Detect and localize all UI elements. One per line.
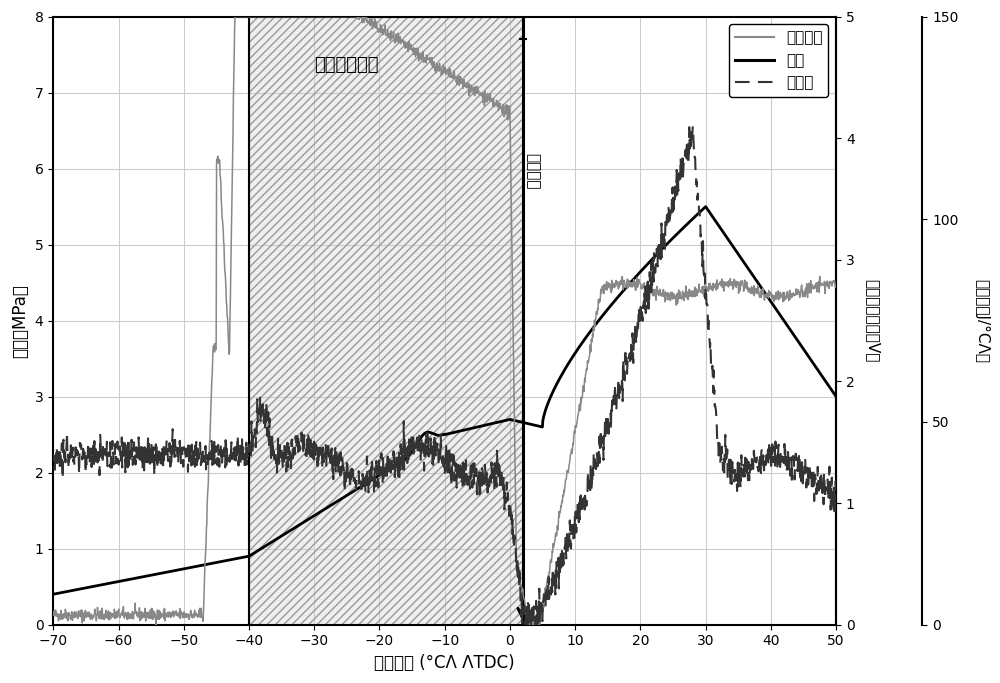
离子电流: [808, 284, 820, 292]
缸压: [428, 430, 440, 438]
离子电流: [229, 12, 241, 20]
Text: 点火时刻: 点火时刻: [525, 154, 540, 190]
Bar: [249, 16, 523, 625]
缸压: [407, 446, 419, 454]
Line: 放热率: 放热率: [53, 126, 836, 625]
Text: 早燃检测窗口: 早燃检测窗口: [314, 56, 379, 74]
Line: 缸压: 缸压: [53, 207, 836, 594]
Line: 离子电流: 离子电流: [53, 16, 836, 625]
放热率: [808, 482, 820, 490]
离子电流: [47, 609, 59, 617]
缸压: [700, 203, 712, 211]
离子电流: [664, 296, 676, 305]
Y-axis label: 缸压（MPa）: 缸压（MPa）: [11, 283, 29, 357]
放热率: [47, 456, 59, 464]
离子电流: [408, 51, 420, 59]
放热率: [664, 206, 676, 214]
放热率: [830, 488, 842, 496]
缸压: [87, 583, 99, 591]
Y-axis label: 放热率（J/°CΛ）: 放热率（J/°CΛ）: [974, 279, 989, 363]
缸压: [807, 359, 819, 367]
离子电流: [429, 62, 441, 70]
放热率: [522, 621, 534, 629]
Y-axis label: 离子电流信号（V）: 离子电流信号（V）: [865, 279, 880, 362]
离子电流: [808, 283, 820, 291]
放热率: [687, 122, 699, 130]
缸压: [808, 360, 820, 368]
Legend: 离子电流, 缸压, 放热率: 离子电流, 缸压, 放热率: [729, 25, 828, 97]
缸压: [664, 237, 676, 245]
放热率: [407, 433, 419, 441]
离子电流: [830, 283, 842, 291]
离子电流: [87, 612, 99, 620]
放热率: [87, 458, 99, 466]
X-axis label: 曲轴转角 (°CΛ ΛTDC): 曲轴转角 (°CΛ ΛTDC): [374, 654, 515, 672]
放热率: [808, 497, 820, 505]
放热率: [428, 457, 440, 465]
缸压: [47, 590, 59, 598]
缸压: [830, 393, 842, 401]
离子电流: [150, 621, 162, 629]
